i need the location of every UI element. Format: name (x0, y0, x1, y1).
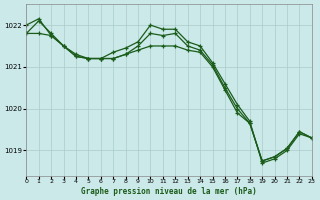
X-axis label: Graphe pression niveau de la mer (hPa): Graphe pression niveau de la mer (hPa) (81, 187, 257, 196)
